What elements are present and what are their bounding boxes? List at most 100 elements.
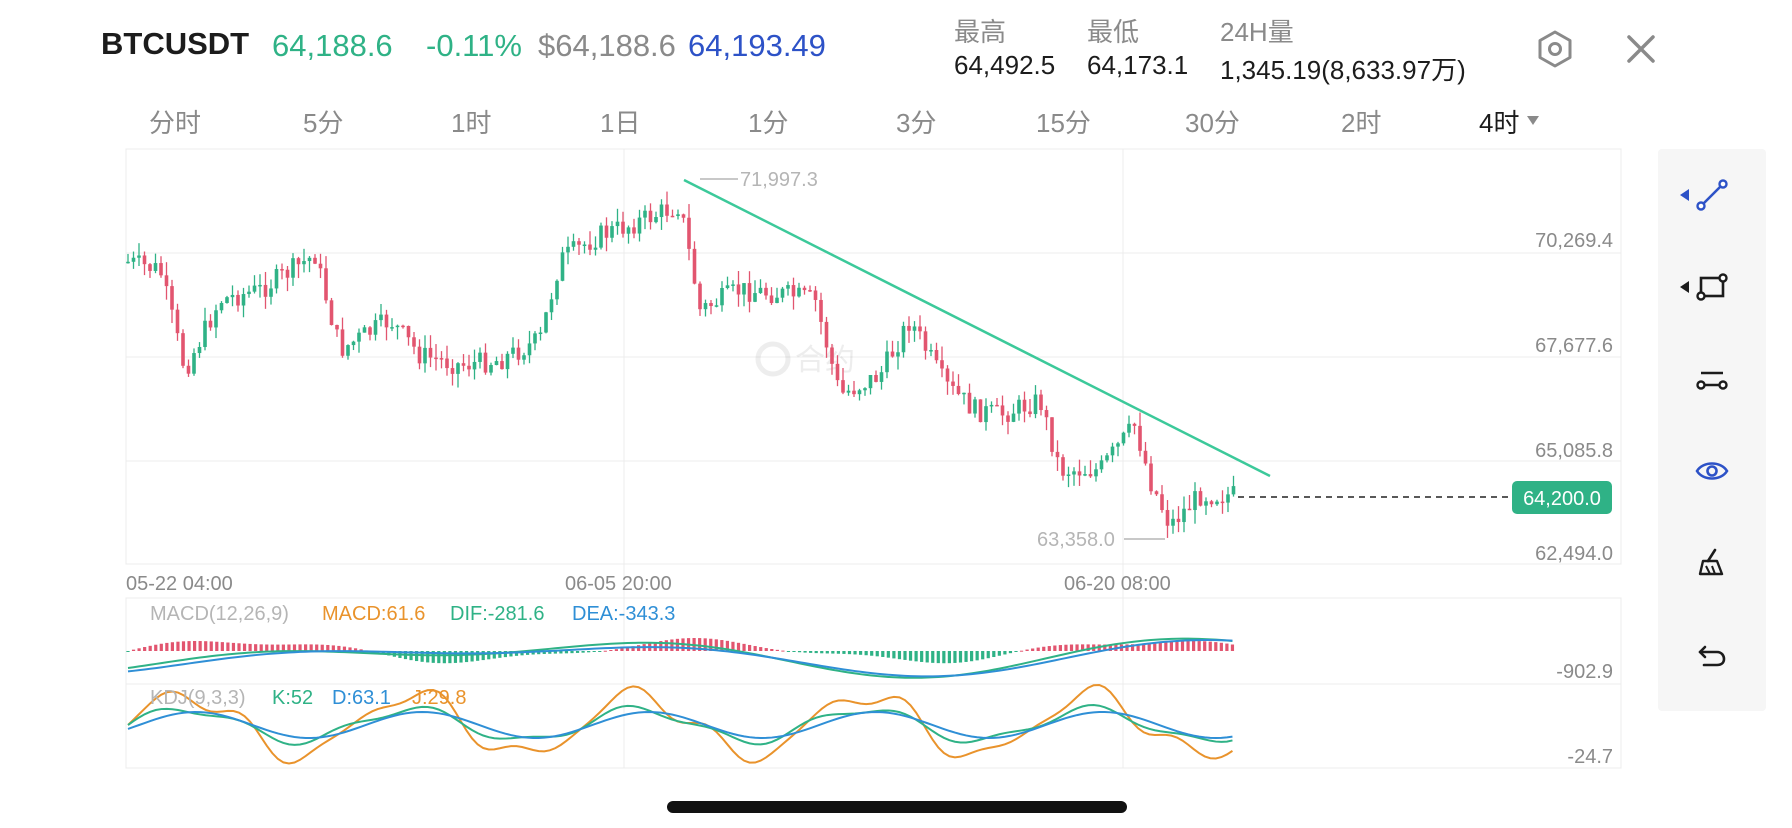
parallel-channel-tool-icon (1696, 371, 1728, 390)
macd-axis-label: -902.9 (1556, 661, 1613, 683)
candle-body (868, 374, 873, 389)
home-indicator[interactable] (667, 801, 1127, 813)
rectangle-tool-button[interactable] (1658, 241, 1766, 333)
macd-bar (809, 651, 813, 653)
candle-body (1077, 471, 1082, 476)
tab-timeframe-1[interactable]: 分时 (149, 108, 202, 138)
macd-bar (331, 645, 335, 651)
macd-bar (353, 648, 358, 651)
macd-bar (509, 651, 513, 657)
candle-body (263, 284, 268, 297)
macd-bar (126, 651, 130, 652)
candle-body (450, 368, 455, 374)
close-icon[interactable] (1616, 24, 1666, 74)
macd-value: MACD:61.6 (322, 603, 425, 625)
candle-body (1209, 501, 1214, 505)
candle-body (483, 352, 488, 373)
macd-bar (725, 640, 729, 651)
candle-body (1116, 443, 1120, 447)
tab-timeframe-8[interactable]: 30分 (1185, 108, 1240, 138)
candle-body (874, 374, 878, 382)
candle-body (896, 352, 900, 357)
tab-timeframe-4[interactable]: 1日 (600, 108, 641, 138)
macd-bar (259, 644, 263, 651)
trendline-drawing[interactable] (683, 178, 1271, 478)
candle-body (1193, 491, 1197, 511)
macd-bar (625, 647, 630, 651)
visibility-toggle-button[interactable] (1658, 425, 1766, 517)
kdj-j-value: J:29.8 (412, 687, 466, 709)
macd-bar (964, 651, 968, 662)
macd-bar (592, 651, 596, 652)
candle-body (291, 258, 295, 278)
chart-grid (125, 148, 1622, 769)
symbol-title[interactable]: BTCUSDT (101, 26, 250, 61)
macd-bar (1003, 651, 1007, 655)
candle-body (1033, 394, 1038, 415)
x-axis-label: 06-20 08:00 (1064, 573, 1171, 595)
macd-bar (698, 638, 702, 651)
candle-body (423, 347, 427, 364)
macd-bar (997, 651, 1001, 656)
candle-body (175, 309, 180, 334)
candle-body (1198, 491, 1203, 506)
candle-body (1099, 460, 1104, 470)
macd-bar (1175, 641, 1179, 651)
macd-bar (986, 651, 990, 659)
expand-arrow-icon[interactable] (1680, 281, 1689, 293)
eraser-brush-icon (1698, 548, 1724, 576)
candle-body (181, 333, 185, 366)
tab-timeframe-7[interactable]: 15分 (1036, 108, 1091, 138)
candle-body (505, 353, 510, 370)
high-marker-label: 71,997.3 (740, 169, 818, 191)
change-percent: -0.11% (426, 28, 522, 63)
tab-timeframe-3[interactable]: 1时 (451, 108, 492, 138)
candle-body (373, 320, 378, 335)
macd-bar (542, 651, 546, 654)
candle-body (643, 210, 647, 218)
macd-bar (426, 651, 430, 663)
tab-timeframe-9[interactable]: 2时 (1341, 108, 1382, 138)
trendline-tool-button[interactable] (1658, 149, 1766, 241)
candle-body (791, 285, 796, 297)
macd-bar (753, 646, 757, 651)
macd-bar (1025, 649, 1029, 651)
macd-bar (731, 641, 735, 651)
macd-title: MACD(12,26,9) (150, 603, 289, 625)
triangle-down-icon[interactable] (1527, 113, 1539, 131)
tab-timeframe-5[interactable]: 1分 (748, 108, 789, 138)
hexagon-settings-icon[interactable] (1530, 24, 1580, 74)
candle-body (1000, 405, 1005, 416)
candle-body (489, 365, 493, 373)
macd-bar (148, 645, 152, 651)
eraser-tool-button[interactable] (1658, 517, 1766, 609)
candle-body (252, 285, 257, 292)
candle-body (1226, 494, 1230, 503)
macd-bar (659, 641, 663, 651)
tab-timeframe-active[interactable]: 4时 (1479, 108, 1520, 138)
candle-body (577, 241, 581, 245)
macd-bar (487, 651, 491, 660)
macd-bar (675, 638, 680, 651)
candle-body (747, 283, 752, 302)
expand-arrow-icon[interactable] (1680, 189, 1689, 201)
parallel-channel-tool-button[interactable] (1658, 333, 1766, 425)
macd-bar (775, 649, 779, 651)
undo-button[interactable] (1658, 609, 1766, 701)
macd-bar (187, 641, 191, 651)
macd-bar (181, 641, 186, 651)
candle-body (164, 275, 169, 287)
chart-canvas[interactable]: 合约 71,997.3 63,358.0 64,200.0 70,269.4 6… (0, 0, 1650, 790)
candle-body (775, 297, 779, 304)
candle-body (478, 352, 482, 362)
candle-body (208, 320, 213, 328)
macd-bar (548, 651, 552, 654)
usd-price: $64,188.6 (538, 28, 676, 63)
macd-bar (992, 651, 996, 658)
macd-bar (564, 651, 569, 654)
candle-body (1066, 474, 1071, 476)
candle-body (538, 332, 543, 335)
candle-body (197, 347, 202, 354)
tab-timeframe-2[interactable]: 5分 (303, 108, 344, 138)
tab-timeframe-6[interactable]: 3分 (896, 108, 937, 138)
